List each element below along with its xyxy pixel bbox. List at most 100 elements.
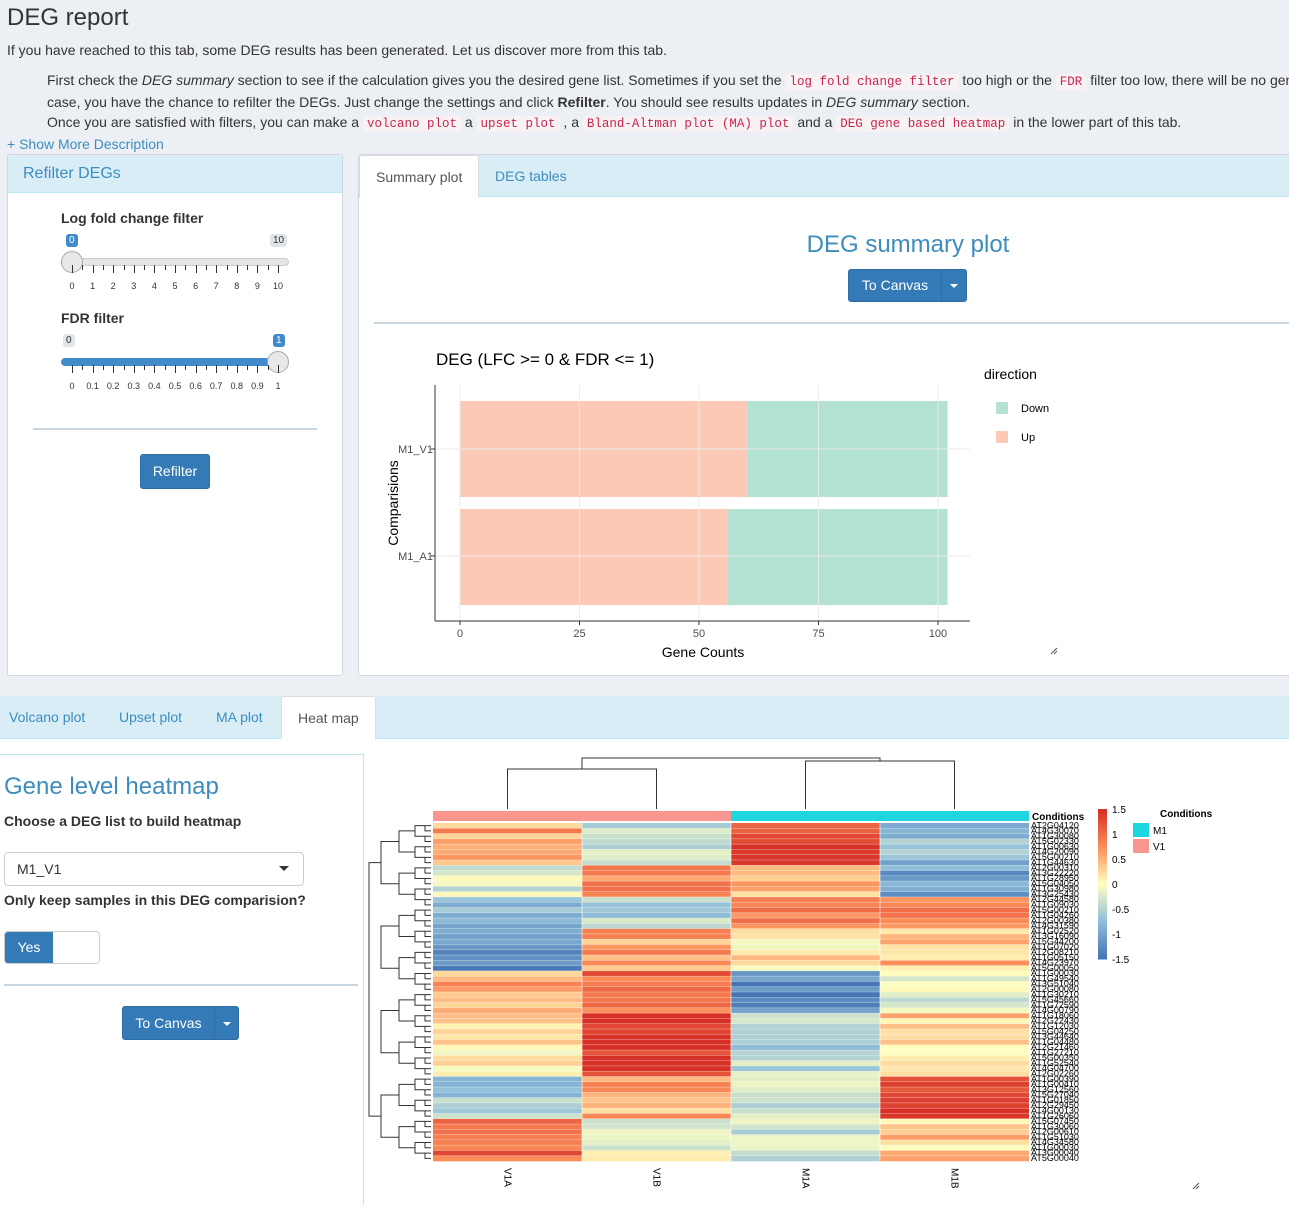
row-dendro-branch [414,1078,425,1091]
heatmap-controls: Gene level heatmap Choose a DEG list to … [0,754,364,1205]
scale-step [1098,809,1107,812]
heatmap-cell [433,1145,582,1151]
scale-step [1098,839,1107,842]
scale-step [1098,896,1107,900]
heatmap-cell [582,1118,731,1125]
row-label: AT1G72590 [1031,1000,1079,1010]
heatmap-cell [433,828,582,834]
heatmap-cell [880,1023,1029,1030]
heatmap-cell [582,1134,731,1141]
scale-step [1098,906,1107,910]
heatmap-cell [433,823,582,829]
heatmap-cell [731,933,880,940]
instruction-step-2: 2. Once you are satisfied with filters, … [47,112,1289,134]
heatmap-cell [433,1134,582,1141]
heatmap-cell [880,1139,1029,1146]
heatmap-cell [731,949,880,956]
slider-minor-tick [82,265,84,270]
tab-volcano-plot[interactable]: Volcano plot [9,709,86,725]
heatmap-cell [433,918,582,924]
heatmap-cell [582,886,731,892]
scale-step [1098,899,1107,902]
slider-tick [113,365,115,373]
row-dendro-branch [414,1120,425,1133]
legend-swatch-down [996,402,1008,414]
heatmap-cell [731,1155,880,1162]
heatmap-cell [880,1060,1029,1067]
slider-minor-tick [102,265,104,270]
summary-canvas-dropdown[interactable] [941,269,967,302]
tab-upset-plot[interactable]: Upset plot [119,709,183,725]
heatmap-cell [731,838,880,845]
heatmap-cell [731,844,880,850]
slider-minor-tick [226,365,228,370]
row-dendro-branch [424,1078,431,1085]
legend-swatch-v1 [1133,839,1149,853]
heatmap-cell [433,859,582,866]
heatmap-cell [731,928,880,935]
slider-tick [216,365,218,373]
x-tick-label: 50 [693,628,705,640]
heatmap-cell [433,970,582,977]
step-strong: Refilter [557,94,606,110]
scale-step [1098,854,1107,857]
heatmap-cell [731,1050,880,1056]
scale-step [1098,914,1107,917]
heatmap-cell [582,1150,731,1157]
row-dendro-branch [424,835,431,842]
heatmap-cell [582,970,731,977]
heatmap-cell [731,939,880,945]
heatmap-canvas-dropdown[interactable] [214,1006,239,1040]
summary-to-canvas-button[interactable]: To Canvas [848,269,942,302]
heatmap-cell [582,986,731,993]
scale-tick-label: 0.5 [1112,855,1126,866]
heatmap-cell [433,1013,582,1019]
tab-heat-map[interactable]: Heat map [281,696,376,739]
heatmap-cell [582,875,731,882]
tab-ma-plot[interactable]: MA plot [216,709,263,725]
y-category-label: M1_A1 [398,551,433,563]
heatmap-cell [880,928,1029,935]
toggle-yes[interactable]: Yes [5,932,53,963]
heatmap-cell [433,1060,582,1067]
deg-list-select[interactable]: M1_V1 [4,852,304,886]
heatmap-cell [731,1018,880,1024]
row-label: AT2G00310 [1031,863,1079,873]
row-dendro-branch [414,1142,425,1154]
code-ma: Bland-Altman plot (MA) plot [582,116,794,132]
row-dendro-branch [414,994,425,1006]
row-dendro-branch [424,1015,431,1022]
scale-step [1098,859,1107,862]
heatmap-cell [582,981,731,988]
scale-step [1098,844,1107,847]
show-more-link[interactable]: + Show More Description [7,136,164,152]
heatmap-cell [582,1139,731,1146]
row-label: AT3G44640 [1031,1032,1079,1042]
scale-step [1098,876,1107,880]
heatmap-cell [582,1076,731,1083]
tab-summary-plot[interactable]: Summary plot [359,155,480,198]
scale-step [1098,921,1107,925]
scale-step [1098,886,1107,890]
heatmap-to-canvas-button[interactable]: To Canvas [122,1006,215,1040]
row-label: AT1G49540 [1031,973,1079,983]
fdr-min-bubble: 0 [63,334,75,347]
heatmap-cell [433,844,582,850]
slider-tick-label: 9 [254,281,260,291]
row-label: AT4G31590 [1031,921,1079,931]
row-dendro-branch [424,856,431,864]
tab-deg-tables[interactable]: DEG tables [495,168,567,184]
scale-step [1098,891,1107,895]
scale-step [1098,866,1107,870]
slider-minor-tick [102,365,104,370]
heatmap-cell [433,992,582,998]
heatmap-cell [880,1092,1029,1098]
row-label: AT1G12030 [1031,1021,1079,1031]
heatmap-cell [582,1113,731,1120]
keep-samples-toggle[interactable]: Yes [4,931,100,964]
heatmap-cell [731,902,880,908]
refilter-button[interactable]: Refilter [140,454,210,489]
row-dendro-branch [398,1126,415,1149]
row-label: AT3G12560 [1031,1084,1079,1094]
deg-summary-chart: DEG (LFC >= 0 & FDR <= 1) 0 25 50 75 100 M1_… [385,350,1058,660]
